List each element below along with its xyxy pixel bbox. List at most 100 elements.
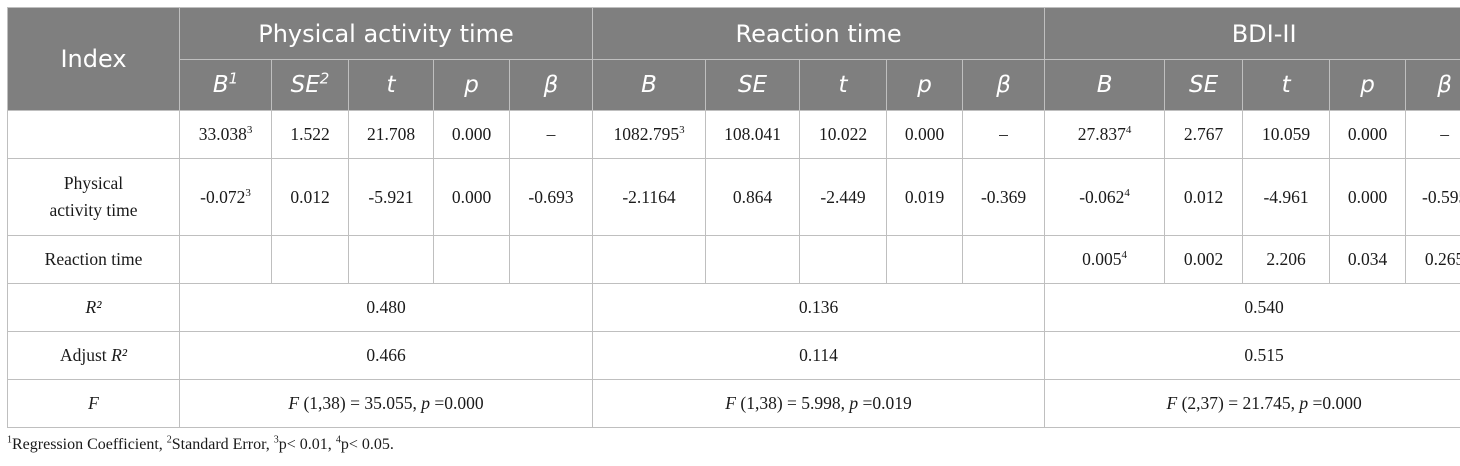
superscript: 4 [1121,249,1128,262]
superscript: 4 [1124,186,1130,199]
subheader-cell: p [886,59,964,111]
subheader-cell: B [592,59,707,111]
row-label-line: Physical [63,173,124,193]
subheader-cell: p [1329,59,1407,111]
table-cell: 0.864 [705,158,801,236]
f-symbol: F [288,393,304,413]
superscript: 3 [245,186,251,199]
subheader-cell: β [508,59,594,111]
table-cell: 0.012 [271,158,349,236]
table-row: Reaction time 0.0054 0.002 2.206 0.034 0.265 [7,235,1460,284]
regression-table: Index Physical activity time Reaction ti… [7,7,1460,428]
cell-text: 21.708 [366,124,416,144]
cell-text: β [1437,72,1452,98]
table-cell: 0.000 [1329,158,1407,236]
table-cell: -5.921 [348,158,434,236]
cell-text: -5.921 [368,186,414,207]
f-symbol: F [1166,393,1182,413]
cell-text: -0.693 [528,186,574,207]
table-cell: 0.000 [1329,110,1407,159]
cell-text: -0.369 [980,186,1027,207]
table-cell: 2.767 [1164,110,1244,159]
superscript: 4 [335,434,341,446]
superscript: 2 [166,434,172,446]
table-cell: -4.961 [1242,158,1331,236]
group-header-bdi: BDI-II [1044,7,1460,60]
footnote-text: p< 0.05. [340,436,394,453]
footnote-text: Regression Coefficient, [12,436,167,453]
index-header: Index [7,7,180,111]
cell-text: -0.072 [200,186,246,207]
subheader-cell: SE [1164,59,1244,111]
table-cell: -0.693 [508,158,594,236]
superscript: 4 [1125,124,1132,137]
table-cell [433,235,510,284]
f-symbol: F [725,393,741,413]
table-cell: -2.1164 [592,158,707,236]
table-cell: 0.000 [433,110,510,159]
table-cell [508,235,594,284]
table-cell: -0.369 [962,158,1046,236]
table-cell: 10.059 [1242,110,1331,159]
cell-text: SE [1189,72,1219,98]
cell-text: t [838,72,848,98]
cell-text: -0.062 [1079,186,1125,207]
cell-text: 0.864 [732,186,773,207]
subheader-cell: B1 [179,59,272,111]
subheader-cell: t [799,59,888,111]
f-statistic-value: F (2,37) = 21.745, p =0.000 [1044,379,1460,428]
table-cell: -0.595 [1405,158,1460,236]
r-squared-row-value: 0.136 [592,283,1046,332]
table-cell: – [962,110,1046,159]
cell-text: 33.038 [198,124,247,144]
cell-text: 2.767 [1183,124,1224,144]
cell-text: – [546,124,556,144]
r-squared-row-label: R² [7,283,180,332]
superscript: 1 [7,434,12,446]
table-cell [179,235,272,284]
r-squared-row-value: 0.540 [1044,283,1460,332]
subheader-cell: β [1405,59,1460,111]
subheader-cell: SE2 [271,59,349,111]
cell-text: 0.005 [1082,249,1122,269]
adjusted-r-squared-row-value: 0.114 [592,331,1046,380]
r-squared-row-value: 0.480 [178,283,594,332]
table-cell: 0.000 [433,158,510,236]
cell-text: -0.595 [1422,186,1460,207]
row-label-line: activity time [49,200,138,220]
cell-text: β [543,72,559,98]
cell-text: β [996,72,1011,98]
label-r: R² [111,345,127,365]
adjusted-r-squared-row-value: 0.515 [1044,331,1460,380]
table-cell [592,235,707,284]
table-cell: -2.449 [799,158,888,236]
row-label-text: Adjust R² [60,345,127,365]
cell-text: 0.000 [451,186,492,207]
cell-text: B [641,72,657,98]
p-value: =0.000 [1308,393,1362,413]
row-label-text: R² [85,297,102,317]
row-label [7,110,180,159]
table-cell: – [1405,110,1460,159]
subheader-cell: p [433,59,510,111]
p-symbol: p [849,393,859,413]
cell-text: 0.019 [904,186,945,207]
r-squared-row: R² 0.480 0.136 0.540 [7,283,1460,332]
p-symbol: p [421,393,430,413]
row-label: Reaction time [7,235,180,284]
cell-text: -4.961 [1263,186,1309,207]
footnote: 1Regression Coefficient, 2Standard Error… [7,434,394,454]
cell-text: -2.1164 [622,186,676,207]
cell-text: t [386,72,396,98]
footnote-text: p< 0.01, [278,436,336,453]
table-cell: 2.206 [1242,235,1331,284]
cell-text: 0.012 [1183,186,1224,207]
cell-text: t [1281,72,1291,98]
cell-text: 0.012 [290,186,330,207]
table-cell: 1082.7953 [592,110,707,159]
table-cell: 27.8374 [1044,110,1166,159]
superscript: 1 [228,69,239,88]
table-cell [799,235,888,284]
table-cell [886,235,964,284]
